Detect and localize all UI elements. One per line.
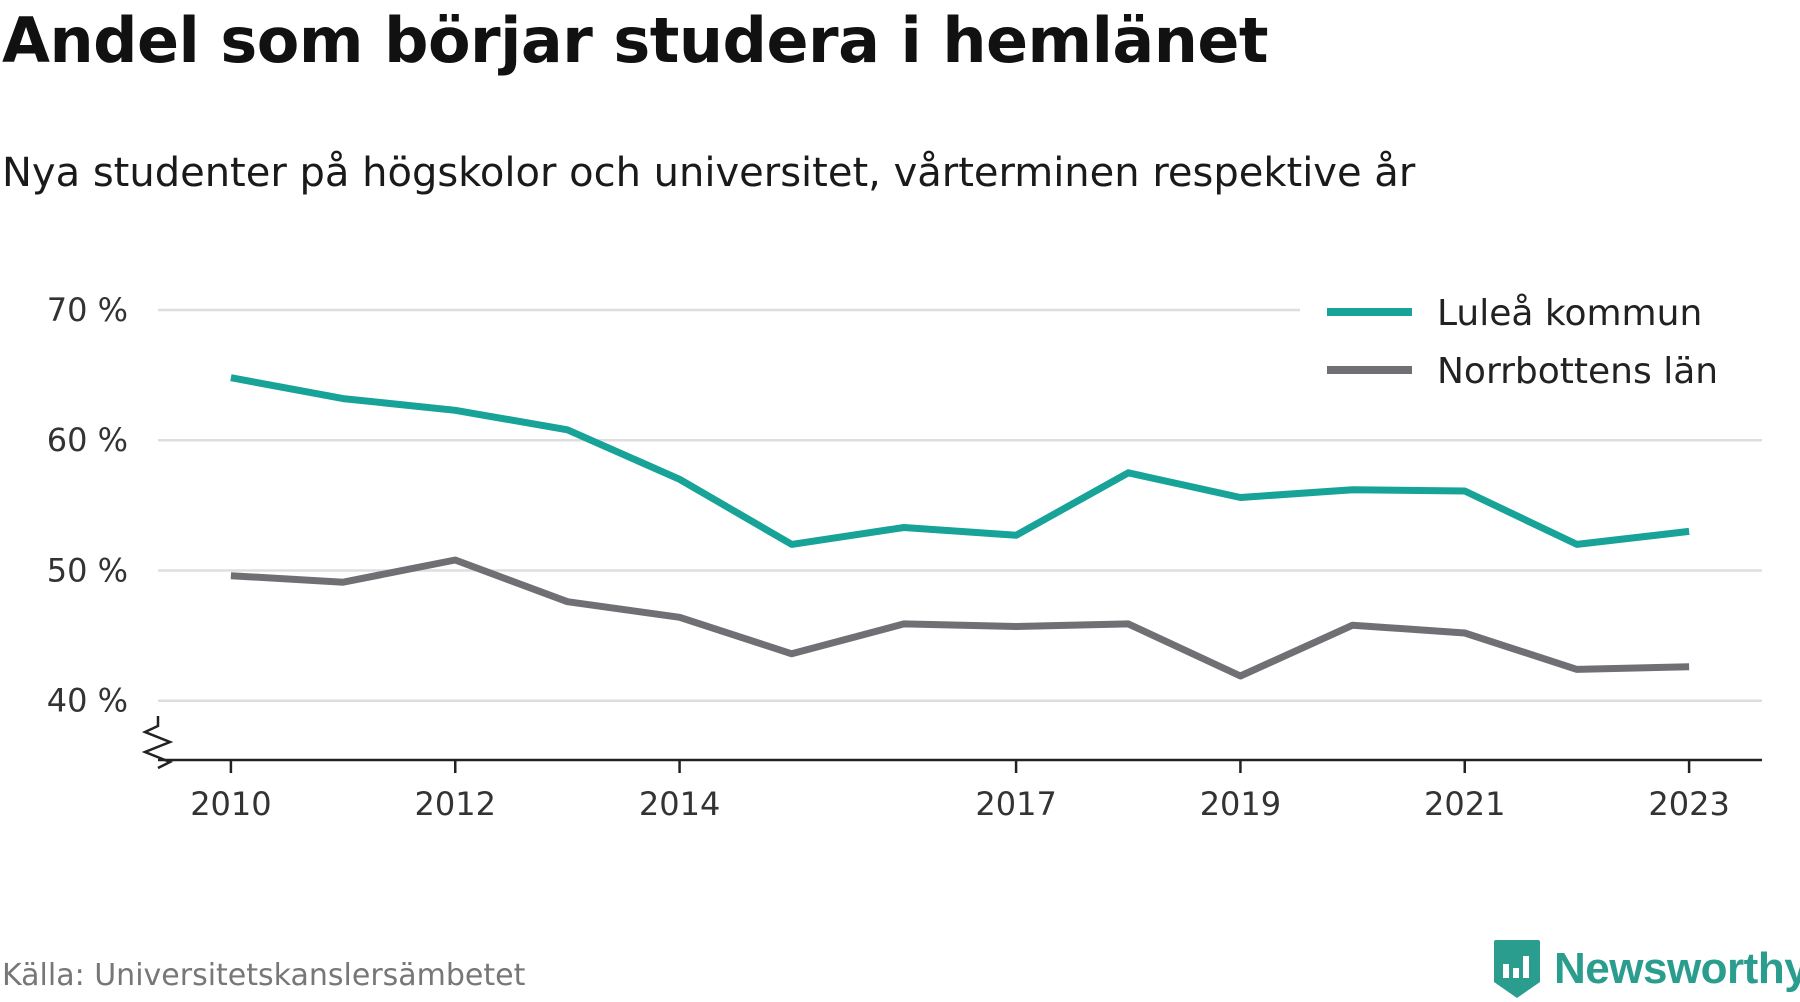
y-tick-label: 60 %: [47, 421, 128, 459]
x-tick-label: 2014: [639, 785, 720, 823]
series-lines: [231, 378, 1689, 676]
axis-break-icon: [145, 716, 170, 768]
source-note: Källa: Universitetskanslersämbetet: [2, 958, 525, 993]
series-line-1: [231, 378, 1689, 545]
x-axis: 2010 2012 2014 2017 2019 2021 2023: [145, 716, 1762, 823]
x-tick-label: 2010: [190, 785, 271, 823]
legend-label: Luleå kommun: [1437, 293, 1702, 334]
line-chart: 40 % 50 % 60 % 70 % 2010 2012 2014 2017 2019 202…: [0, 0, 1800, 900]
y-tick-label: 40 %: [47, 682, 128, 720]
series-line-2: [231, 560, 1689, 676]
legend: Luleå kommun Norrbottens län: [1300, 288, 1762, 398]
x-tick-label: 2012: [415, 785, 496, 823]
x-tick-label: 2017: [975, 785, 1056, 823]
brand-name: Newsworthy: [1554, 944, 1800, 994]
y-tick-label: 50 %: [47, 551, 128, 589]
y-axis-ticks: 40 % 50 % 60 % 70 %: [47, 291, 128, 720]
x-tick-label: 2019: [1200, 785, 1281, 823]
brand-logo: Newsworthy: [1492, 936, 1800, 1002]
x-tick-label: 2023: [1648, 785, 1729, 823]
x-tick-label: 2021: [1424, 785, 1505, 823]
newsworthy-logo-icon: [1492, 938, 1542, 1000]
y-tick-label: 70 %: [47, 291, 128, 329]
legend-label: Norrbottens län: [1437, 351, 1718, 392]
